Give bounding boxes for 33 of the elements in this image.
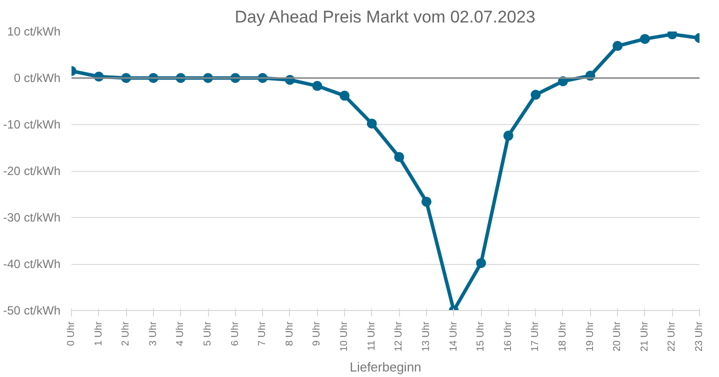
x-tick-label: 18 Uhr <box>557 320 568 352</box>
x-tick-label: 16 Uhr <box>502 320 514 352</box>
y-tick-label: -20 ct/kWh <box>3 164 61 178</box>
y-tick-label: -30 ct/kWh <box>3 210 61 224</box>
x-tick-label: 15 Uhr <box>476 320 487 352</box>
x-tick-label: 1 Uhr <box>93 320 104 346</box>
x-tick-label: 2 Uhr <box>120 320 132 346</box>
y-tick-label: -10 ct/kWh <box>3 118 61 132</box>
x-tick-label: 12 Uhr <box>394 320 405 352</box>
x-tick-label: 3 Uhr <box>148 320 159 346</box>
x-tick-label: 0 Uhr <box>66 320 77 346</box>
x-tick-label: 5 Uhr <box>202 320 214 346</box>
x-tick-label: 7 Uhr <box>257 320 268 346</box>
y-tick-label: 0 ct/kWh <box>14 71 61 85</box>
x-tick-label: 11 Uhr <box>366 320 378 351</box>
x-tick-label: 8 Uhr <box>284 320 296 346</box>
y-tick-label: -40 ct/kWh <box>3 257 61 271</box>
x-tick-label: 6 Uhr <box>230 320 241 346</box>
chart-title: Day Ahead Preis Markt vom 02.07.2023 <box>234 8 536 26</box>
x-tick-label: 23 Uhr <box>694 320 705 352</box>
x-tick-label: 19 Uhr <box>584 320 596 352</box>
x-tick-label: 10 Uhr <box>339 320 350 352</box>
x-tick-label: 13 Uhr <box>420 320 432 352</box>
x-tick-label: 21 Uhr <box>639 320 650 352</box>
x-tick-label: 17 Uhr <box>530 320 542 352</box>
x-axis-title: Lieferbeginn <box>350 360 422 375</box>
x-tick-label: 14 Uhr <box>448 320 460 352</box>
y-tick-label: 10 ct/kWh <box>7 24 61 38</box>
x-tick-label: 20 Uhr <box>612 320 624 352</box>
x-tick-label: 4 Uhr <box>175 320 186 346</box>
y-tick-label: -50 ct/kWh <box>3 304 61 318</box>
x-tick-label: 22 Uhr <box>666 320 678 352</box>
x-tick-label: 9 Uhr <box>312 320 323 346</box>
